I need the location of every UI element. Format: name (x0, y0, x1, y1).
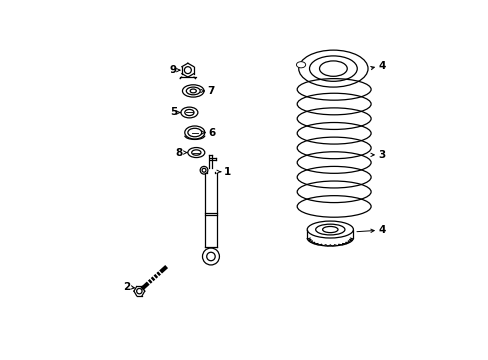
Text: 5: 5 (170, 108, 177, 117)
Text: 1: 1 (224, 167, 231, 177)
Text: 2: 2 (122, 282, 130, 292)
Text: 6: 6 (208, 127, 216, 138)
Text: 7: 7 (207, 86, 214, 96)
Ellipse shape (296, 62, 305, 68)
Text: 4: 4 (377, 61, 385, 71)
Text: 4: 4 (377, 225, 385, 235)
Text: 3: 3 (378, 150, 385, 160)
Text: 8: 8 (175, 148, 183, 158)
Text: 9: 9 (169, 65, 177, 75)
